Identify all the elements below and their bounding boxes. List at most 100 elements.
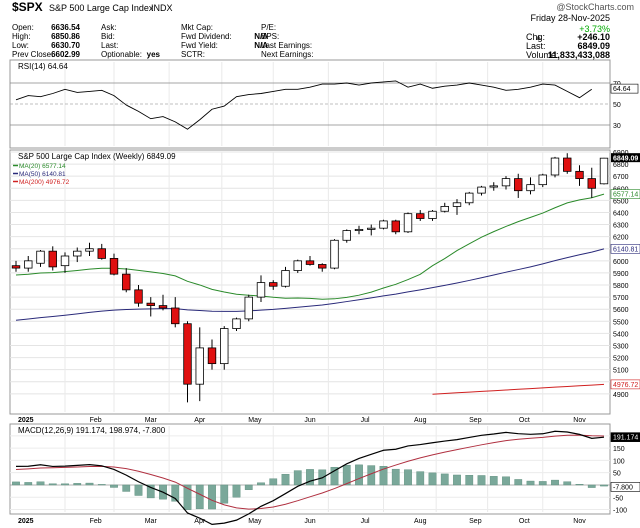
ma-value-label: 4976.72: [613, 382, 638, 389]
price-tick-label: 5800: [613, 283, 629, 290]
macd-histogram-bar: [489, 476, 498, 486]
quote-label: Last:: [101, 41, 118, 50]
quote-value: 6630.70: [51, 41, 80, 50]
candle: [342, 229, 351, 243]
macd-histogram-bar: [330, 466, 339, 486]
macd-histogram-bar: [306, 469, 314, 486]
rsi-value-label: 64.64: [613, 86, 631, 93]
last-price-label: 6849.09: [613, 156, 638, 163]
macd-histogram-bar: [526, 480, 535, 486]
candle-down: [587, 178, 596, 189]
macd-histogram-bar: [24, 482, 33, 486]
x-axis-label: Jul: [361, 417, 370, 424]
candle-up: [232, 318, 241, 329]
quote-label: Fwd Dividend:: [181, 32, 232, 41]
candle-up: [550, 157, 560, 176]
candle: [305, 256, 315, 266]
x-axis-label: Nov: [573, 417, 586, 424]
candle: [452, 199, 462, 215]
rsi-tick-label: 30: [613, 123, 621, 130]
watermark: @StockCharts.com: [556, 2, 634, 12]
macd-histogram-bar: [575, 484, 584, 486]
candle: [73, 247, 82, 263]
x-axis-label: Mar: [145, 518, 158, 525]
macd-histogram-bar: [453, 474, 461, 486]
quote-value: N/A: [254, 32, 268, 41]
candle: [122, 268, 131, 293]
candle: [330, 239, 339, 270]
macd-histogram-bar: [220, 484, 229, 504]
macd-histogram-bar: [73, 483, 82, 486]
candle: [440, 202, 449, 213]
index-name: S&P 500 Large Cap Index: [49, 3, 154, 13]
x-axis-label: Jun: [304, 417, 315, 424]
candle: [269, 280, 278, 290]
price-tick-label: 5500: [613, 319, 629, 326]
candle: [256, 275, 266, 302]
x-axis-label: Apr: [194, 518, 206, 525]
chg-label: Chg:: [526, 32, 545, 42]
quote-label: Mkt Cap:: [181, 23, 213, 32]
macd-histogram-bar: [195, 484, 204, 510]
candle-up: [220, 328, 229, 365]
macd-histogram-bar: [183, 484, 192, 510]
candle: [220, 326, 229, 370]
rsi-line: [15, 80, 593, 130]
x-axis-label: Aug: [414, 417, 427, 424]
volume-value: 11,833,433,088: [548, 50, 610, 60]
candle-down: [207, 347, 217, 365]
candle: [501, 176, 511, 190]
macd-histogram-bar: [110, 484, 118, 488]
macd-histogram-bar: [293, 470, 302, 486]
x-axis-label: Mar: [145, 417, 158, 424]
candle-up: [293, 260, 302, 271]
macd-histogram-bar: [48, 483, 57, 486]
macd-histogram-bar: [12, 481, 20, 486]
legend-entry: MA(20) 6577.14: [19, 163, 66, 170]
macd-histogram-bar: [563, 481, 572, 486]
macd-histogram-bar: [477, 475, 486, 486]
candle: [538, 173, 547, 188]
macd-histogram-bar: [551, 479, 559, 486]
exchange: INDX: [151, 3, 173, 13]
candle-up: [354, 228, 364, 232]
macd-histogram-bar: [342, 464, 351, 486]
ma50-line: [15, 248, 605, 321]
macd-histogram-bar: [281, 474, 290, 486]
quote-value: 6636.54: [51, 23, 80, 32]
candle-down: [305, 260, 315, 265]
x-axis-label: Oct: [519, 518, 530, 525]
quote-label: Open:: [12, 23, 34, 32]
candle-down: [563, 157, 572, 172]
ma-value-box: [610, 379, 640, 390]
macd-signal-line: [15, 434, 605, 510]
candle-up: [452, 202, 462, 207]
volume-label: Volume:: [526, 50, 559, 60]
candle-up: [85, 248, 94, 252]
candle: [60, 252, 70, 273]
macd-line: [15, 430, 605, 525]
price-tick-label: 5100: [613, 368, 629, 375]
candle-down: [109, 258, 119, 275]
candle-down: [97, 248, 106, 259]
quote-fields-left: Open: 6636.54 High: 6850.86 Low: 6630.70Prev …: [12, 23, 313, 59]
candle-up: [599, 157, 609, 185]
candle: [391, 219, 400, 235]
up-arrow-icon: ▲: [534, 32, 543, 42]
candle: [232, 317, 241, 331]
macd-histogram-bar: [600, 484, 608, 487]
candle-up: [330, 239, 339, 269]
candle: [428, 210, 437, 221]
quote-value: 6602.99: [51, 50, 80, 59]
candle-up: [73, 250, 82, 257]
quote-label: High:: [12, 32, 31, 41]
candle: [146, 297, 155, 317]
macd-histogram-bar: [465, 475, 474, 486]
price-tick-label: 5300: [613, 343, 629, 350]
macd-histogram-bar: [134, 484, 143, 496]
pct-change: +3.73%: [579, 24, 610, 34]
candle-up: [379, 220, 388, 229]
macd-histogram-bar: [355, 464, 363, 486]
macd-histogram-bar: [257, 482, 265, 486]
rsi-value-box: [610, 83, 639, 94]
